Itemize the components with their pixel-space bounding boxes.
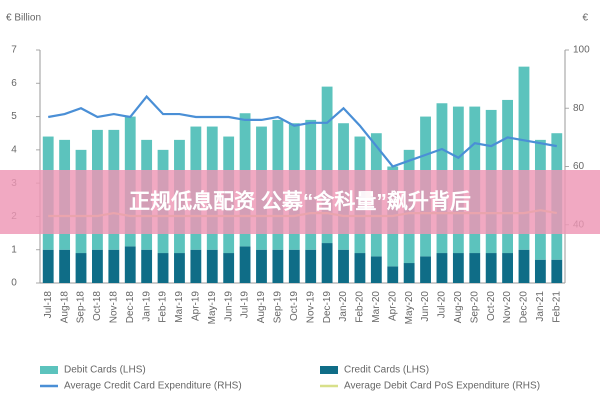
legend-swatch: [320, 366, 338, 374]
y-tick-label: 1: [11, 244, 17, 255]
bar: [174, 253, 185, 283]
x-tick-label: Jan-19: [141, 291, 152, 322]
y-tick-label: 6: [11, 78, 17, 89]
x-tick-label: May-19: [207, 291, 218, 325]
y-tick-label: 0: [11, 278, 17, 289]
bar: [321, 86, 333, 244]
banner-text: 正规低息配资 公募“含科量”飙升背后: [129, 190, 471, 214]
y-tick-label: 7: [11, 45, 17, 56]
bar: [92, 249, 103, 283]
x-tick-label: Oct-19: [289, 291, 300, 321]
bar: [551, 259, 563, 283]
bar: [223, 253, 235, 283]
x-tick-label: Nov-18: [108, 291, 119, 324]
x-tick-label: Apr-20: [387, 291, 398, 321]
bar: [108, 249, 120, 283]
x-tick-label: Sep-20: [469, 291, 480, 324]
x-tick-label: Dec-19: [322, 291, 333, 324]
bar: [452, 253, 464, 283]
y-axis-label: € Billion: [6, 13, 41, 24]
bar: [321, 243, 333, 283]
bar: [354, 253, 366, 283]
legend-label: Average Debit Card PoS Expenditure (RHS): [344, 381, 540, 392]
bar: [157, 253, 169, 283]
y-tick-label: 5: [11, 111, 17, 122]
x-tick-label: May-20: [404, 291, 415, 325]
x-tick-label: Dec-18: [125, 291, 136, 324]
x-tick-label: Nov-19: [305, 291, 316, 324]
x-tick-label: Jul-18: [43, 291, 54, 319]
bar: [502, 253, 513, 283]
legend-swatch: [40, 366, 58, 374]
x-tick-label: Dec-20: [519, 291, 530, 324]
x-tick-label: Oct-18: [92, 291, 103, 321]
legend-label: Debit Cards (LHS): [64, 365, 146, 376]
x-tick-label: Jun-19: [223, 291, 234, 322]
bar: [387, 266, 399, 283]
x-tick-label: Apr-19: [191, 291, 202, 321]
x-tick-label: Jan-20: [338, 291, 349, 322]
bar: [436, 253, 448, 283]
bar: [288, 249, 300, 283]
bar: [272, 249, 284, 283]
x-tick-label: Mar-20: [371, 291, 382, 323]
bar: [256, 249, 267, 283]
x-tick-label: Nov-20: [502, 291, 513, 324]
x-tick-label: Aug-20: [453, 291, 464, 324]
x-tick-label: Sep-19: [273, 291, 284, 324]
bar: [469, 253, 481, 283]
line: [48, 94, 557, 168]
bar: [124, 246, 136, 283]
y2-tick-label: 100: [573, 45, 590, 56]
bar: [206, 249, 218, 283]
bar: [485, 253, 497, 283]
x-tick-label: Aug-18: [59, 291, 70, 324]
x-tick-label: Feb-19: [158, 291, 169, 323]
x-tick-label: Sep-18: [76, 291, 87, 324]
x-tick-label: Jun-20: [420, 291, 431, 322]
x-tick-label: Jul-20: [437, 291, 448, 319]
bar: [141, 249, 153, 283]
x-tick-label: Oct-20: [486, 291, 497, 321]
bar: [518, 249, 530, 283]
x-tick-label: Aug-19: [256, 291, 267, 324]
legend-label: Credit Cards (LHS): [344, 365, 429, 376]
y2-axis-label: €: [582, 13, 588, 24]
x-tick-label: Feb-21: [551, 291, 562, 323]
bar: [75, 253, 87, 283]
bar: [190, 249, 202, 283]
bar: [403, 263, 415, 283]
y2-tick-label: 80: [573, 103, 585, 114]
x-tick-label: Mar-19: [174, 291, 185, 323]
bar: [305, 249, 317, 283]
x-tick-label: Jan-21: [535, 291, 546, 322]
bar: [239, 246, 251, 283]
bar: [59, 249, 71, 283]
x-tick-label: Feb-20: [355, 291, 366, 323]
banner-background: [0, 170, 600, 234]
bar: [518, 66, 530, 250]
bar: [370, 256, 382, 283]
bar: [420, 256, 431, 283]
bar: [42, 249, 54, 283]
bar: [534, 259, 546, 283]
y2-tick-label: 60: [573, 161, 585, 172]
legend-label: Average Credit Card Expenditure (RHS): [64, 381, 242, 392]
y-tick-label: 4: [11, 144, 17, 155]
x-tick-label: Jul-19: [240, 291, 251, 319]
bar: [338, 249, 349, 283]
